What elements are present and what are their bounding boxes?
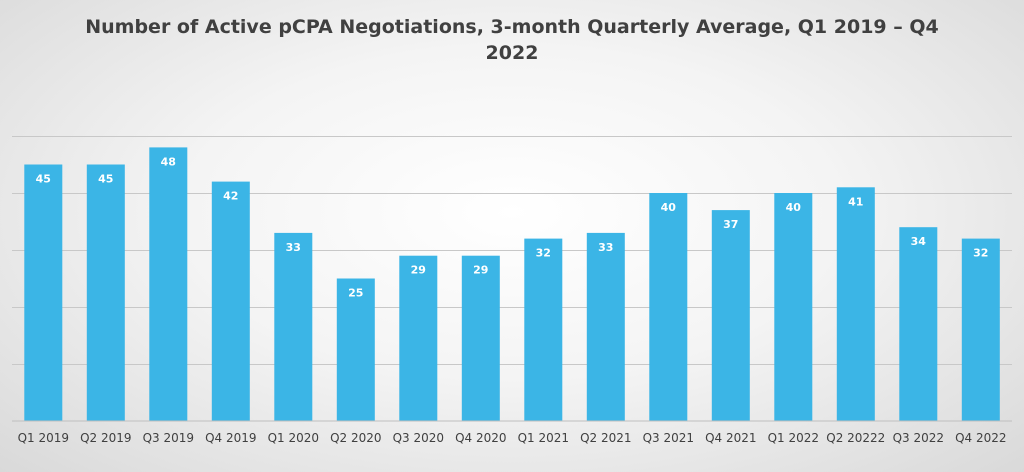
data-label-13: 41	[848, 195, 863, 208]
x-tick-label-6: Q3 2020	[393, 431, 444, 445]
x-tick-label-12: Q1 2022	[768, 431, 819, 445]
x-tick-label-2: Q3 2019	[143, 431, 194, 445]
bar-14	[899, 227, 938, 421]
bar-10	[649, 193, 688, 421]
x-tick-label-13: Q2 20222	[826, 431, 885, 445]
bar-11	[711, 210, 750, 421]
bar-4	[274, 232, 313, 421]
x-tick-label-14: Q3 2022	[893, 431, 944, 445]
data-labels: 45 45 48 42 33 25 29 29 32 33 40 37 40 41 34 32	[36, 155, 989, 299]
data-label-10: 40	[661, 201, 677, 214]
bar-8	[524, 238, 563, 421]
x-tick-label-10: Q3 2021	[643, 431, 694, 445]
bar-7	[461, 255, 500, 421]
data-label-8: 32	[536, 247, 551, 260]
bar-12	[774, 193, 813, 421]
data-label-0: 45	[36, 173, 51, 186]
x-tick-label-9: Q2 2021	[580, 431, 631, 445]
data-label-3: 42	[223, 190, 238, 203]
bar-13	[836, 187, 875, 421]
bar-1	[86, 164, 125, 421]
data-label-15: 32	[973, 247, 988, 260]
x-axis-tick-labels: Q1 2019 Q2 2019 Q3 2019 Q4 2019 Q1 2020 Q2 20…	[18, 431, 1007, 445]
data-label-6: 29	[411, 264, 426, 277]
x-tick-label-8: Q1 2021	[518, 431, 569, 445]
data-label-2: 48	[161, 155, 176, 168]
data-label-1: 45	[98, 173, 113, 186]
data-label-5: 25	[348, 287, 363, 300]
x-tick-label-0: Q1 2019	[18, 431, 69, 445]
x-tick-label-7: Q4 2020	[455, 431, 506, 445]
x-tick-label-3: Q4 2019	[205, 431, 256, 445]
x-tick-label-5: Q2 2020	[330, 431, 381, 445]
bar-5	[336, 278, 375, 421]
data-label-11: 37	[723, 218, 738, 231]
data-label-9: 33	[598, 241, 613, 254]
chart-title: Number of Active pCPA Negotiations, 3-mo…	[85, 16, 939, 64]
data-label-7: 29	[473, 264, 488, 277]
bar-3	[211, 181, 250, 421]
bars	[24, 147, 1000, 421]
bar-2	[149, 147, 188, 421]
bar-9	[586, 232, 625, 421]
data-label-14: 34	[911, 235, 927, 248]
data-label-12: 40	[786, 201, 802, 214]
bar-0	[24, 164, 63, 421]
x-tick-label-4: Q1 2020	[268, 431, 319, 445]
x-tick-label-1: Q2 2019	[80, 431, 131, 445]
x-tick-label-11: Q4 2021	[705, 431, 756, 445]
data-label-4: 33	[286, 241, 301, 254]
x-tick-label-15: Q4 2022	[955, 431, 1006, 445]
bar-15	[961, 238, 1000, 421]
bar-6	[399, 255, 438, 421]
